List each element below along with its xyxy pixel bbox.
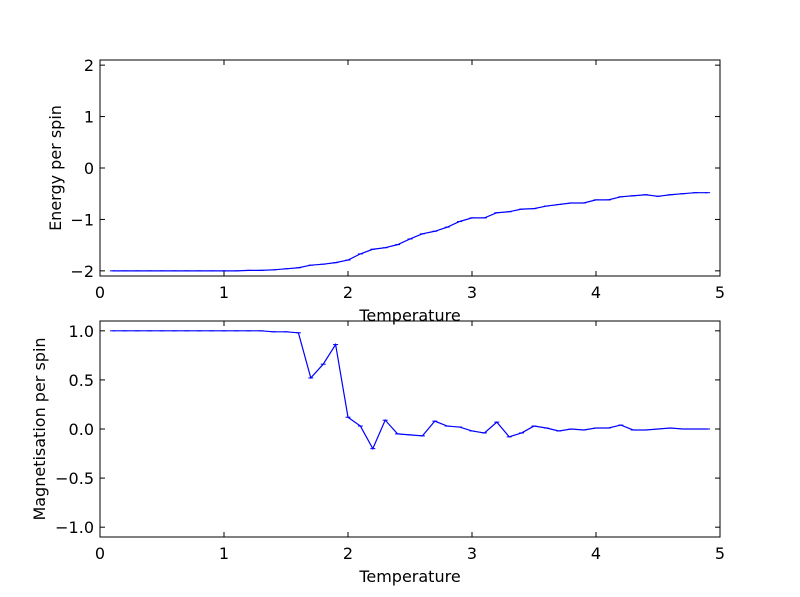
magnetisation-y-ticks: −1.0 −0.5 0.0 0.5 1.0	[55, 322, 720, 537]
energy-x-tick-label: 4	[591, 283, 601, 302]
energy-y-axis-label: Energy per spin	[46, 105, 65, 231]
energy-x-tick-label: 5	[715, 283, 725, 302]
magnetisation-x-axis-label: Temperature	[358, 567, 460, 586]
energy-x-axis-label: Temperature	[358, 306, 460, 325]
energy-x-tick-label: 0	[95, 283, 105, 302]
energy-y-tick-label: −2	[70, 262, 94, 281]
energy-y-tick-label: −1	[70, 210, 94, 229]
magnetisation-x-ticks: 0 1 2 3 4 5	[95, 321, 725, 563]
magnetisation-x-tick-label: 5	[715, 544, 725, 563]
energy-x-tick-label: 2	[343, 283, 353, 302]
energy-x-ticks: 0 1 2 3 4 5	[95, 60, 725, 302]
magnetisation-x-tick-label: 2	[343, 544, 353, 563]
energy-y-tick-label: 2	[84, 56, 94, 75]
energy-x-tick-label: 3	[467, 283, 477, 302]
energy-y-tick-label: 0	[84, 159, 94, 178]
energy-y-tick-label: 1	[84, 108, 94, 127]
magnetisation-subplot: 0 1 2 3 4 5 −1.0 −0.5 0.0 0.5 1.0 Temperature Mag…	[30, 320, 725, 586]
energy-y-ticks: −2 −1 0 1 2	[70, 56, 720, 281]
magnetisation-y-tick-label: 1.0	[69, 322, 94, 341]
energy-subplot: 0 1 2 3 4 5 −2 −1 0 1 2 Temperature Energy per sp…	[46, 56, 725, 325]
energy-x-tick-label: 1	[219, 283, 229, 302]
magnetisation-x-tick-label: 0	[95, 544, 105, 563]
magnetisation-y-tick-label: 0.5	[69, 371, 94, 390]
magnetisation-x-tick-label: 1	[219, 544, 229, 563]
energy-series	[109, 192, 711, 272]
magnetisation-series	[109, 330, 711, 451]
magnetisation-x-tick-label: 4	[591, 544, 601, 563]
magnetisation-y-tick-label: −0.5	[55, 469, 94, 488]
magnetisation-x-tick-label: 3	[467, 544, 477, 563]
magnetisation-y-tick-label: −1.0	[55, 518, 94, 537]
magnetisation-y-axis-label: Magnetisation per spin	[30, 337, 49, 520]
magnetisation-y-tick-label: 0.0	[69, 420, 94, 439]
